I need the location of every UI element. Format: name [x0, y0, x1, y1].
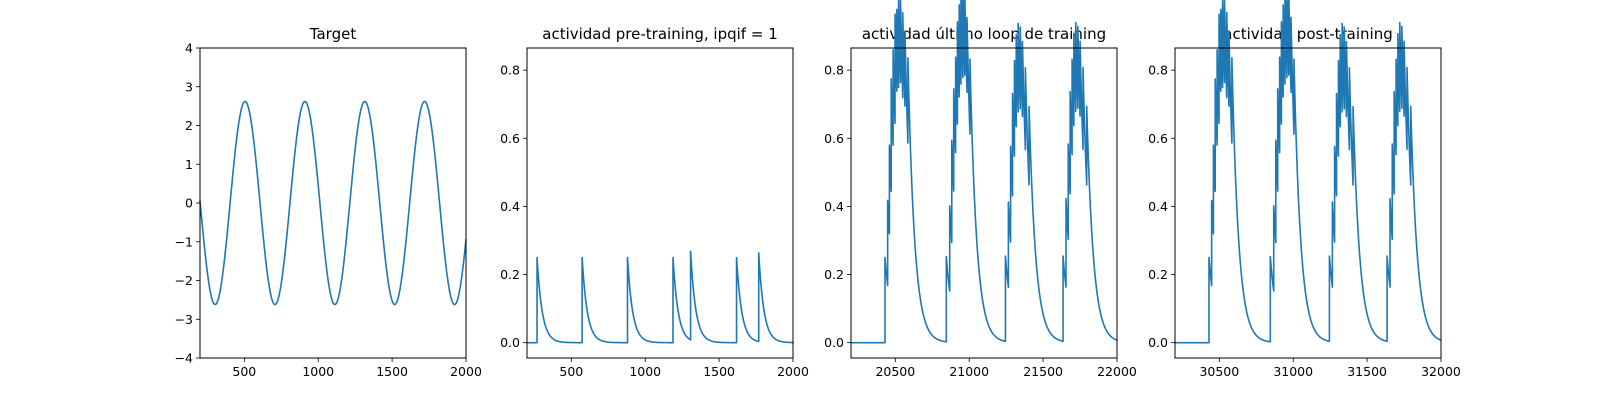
x-tick-label: 21500	[1023, 364, 1063, 379]
y-tick-label: 1	[185, 157, 193, 172]
y-tick-label: −1	[175, 234, 193, 249]
series-line	[850, 0, 1118, 344]
x-tick-label: 2000	[450, 364, 482, 379]
y-tick-label: 0.6	[500, 131, 520, 146]
x-tick-label: 20500	[875, 364, 915, 379]
series-layer	[1174, 0, 1442, 344]
subplot-title: actividad post-training	[1223, 25, 1392, 43]
ticks-layer: 30500 31000 31500 32000 0.0 0.2 0.4 0.6 0.8	[1148, 63, 1461, 379]
axes-frame	[199, 47, 467, 359]
x-tick-label: 31000	[1273, 364, 1313, 379]
y-tick-label: 4	[185, 41, 193, 56]
x-tick-label: 1500	[703, 364, 735, 379]
x-tick-label: 21000	[949, 364, 989, 379]
y-tick-label: 0.0	[824, 335, 844, 350]
y-tick-label: 0.8	[824, 63, 844, 78]
series-line	[1174, 0, 1442, 344]
y-tick-label: 2	[185, 118, 193, 133]
x-tick-label: 31500	[1347, 364, 1387, 379]
y-tick-label: 0.6	[1148, 131, 1168, 146]
y-tick-label: −3	[175, 312, 193, 327]
axes-frame	[1174, 47, 1442, 359]
series-layer	[526, 250, 794, 344]
ticks-layer: 500 1000 1500 2000 −4 −3 −2 −1 0 1 2 3 4	[175, 41, 482, 380]
y-tick-label: 0.2	[1148, 267, 1168, 282]
ticks-layer: 20500 21000 21500 22000 0.0 0.2 0.4 0.6 0.8	[824, 63, 1137, 379]
x-tick-label: 500	[559, 364, 583, 379]
y-tick-label: 0.2	[500, 267, 520, 282]
axes-frame	[526, 47, 794, 359]
y-tick-label: 0.4	[824, 199, 844, 214]
y-tick-label: 0.8	[1148, 63, 1168, 78]
series-layer	[199, 100, 467, 306]
x-tick-label: 32000	[1421, 364, 1461, 379]
y-tick-label: 3	[185, 79, 193, 94]
x-tick-label: 500	[232, 364, 256, 379]
x-tick-label: 2000	[777, 364, 809, 379]
x-tick-label: 1000	[629, 364, 661, 379]
y-tick-label: 0.0	[500, 335, 520, 350]
subplot-post-training: actividad post-training 30500 31000 31500 3…	[1148, 0, 1461, 379]
x-tick-label: 1500	[376, 364, 408, 379]
x-tick-label: 22000	[1097, 364, 1137, 379]
subplot-title: actividad último loop de training	[862, 25, 1106, 43]
subplot-target: Target 500 1000 1500 2000 −4 −3 −2 −1 0 1 2 3 4	[175, 25, 482, 379]
y-tick-label: 0.4	[500, 199, 520, 214]
series-layer	[850, 0, 1118, 344]
y-tick-label: 0	[185, 196, 193, 211]
y-tick-label: 0.4	[1148, 199, 1168, 214]
y-tick-label: 0.6	[824, 131, 844, 146]
subplot-pre-training: actividad pre-training, ipqif = 1 500 100…	[500, 25, 809, 379]
x-tick-label: 1000	[302, 364, 334, 379]
y-tick-label: −2	[175, 273, 193, 288]
subplot-title: Target	[309, 25, 357, 43]
y-tick-label: 0.0	[1148, 335, 1168, 350]
subplot-title: actividad pre-training, ipqif = 1	[542, 25, 778, 43]
y-tick-label: −4	[175, 351, 193, 366]
axes-frame	[850, 47, 1118, 359]
subplot-last-training-loop: actividad último loop de training 20500 2…	[824, 0, 1137, 379]
ticks-layer: 500 1000 1500 2000 0.0 0.2 0.4 0.6 0.8	[500, 63, 809, 379]
y-tick-label: 0.2	[824, 267, 844, 282]
x-tick-label: 30500	[1199, 364, 1239, 379]
series-line	[526, 250, 794, 344]
y-tick-label: 0.8	[500, 63, 520, 78]
series-line	[199, 100, 467, 306]
